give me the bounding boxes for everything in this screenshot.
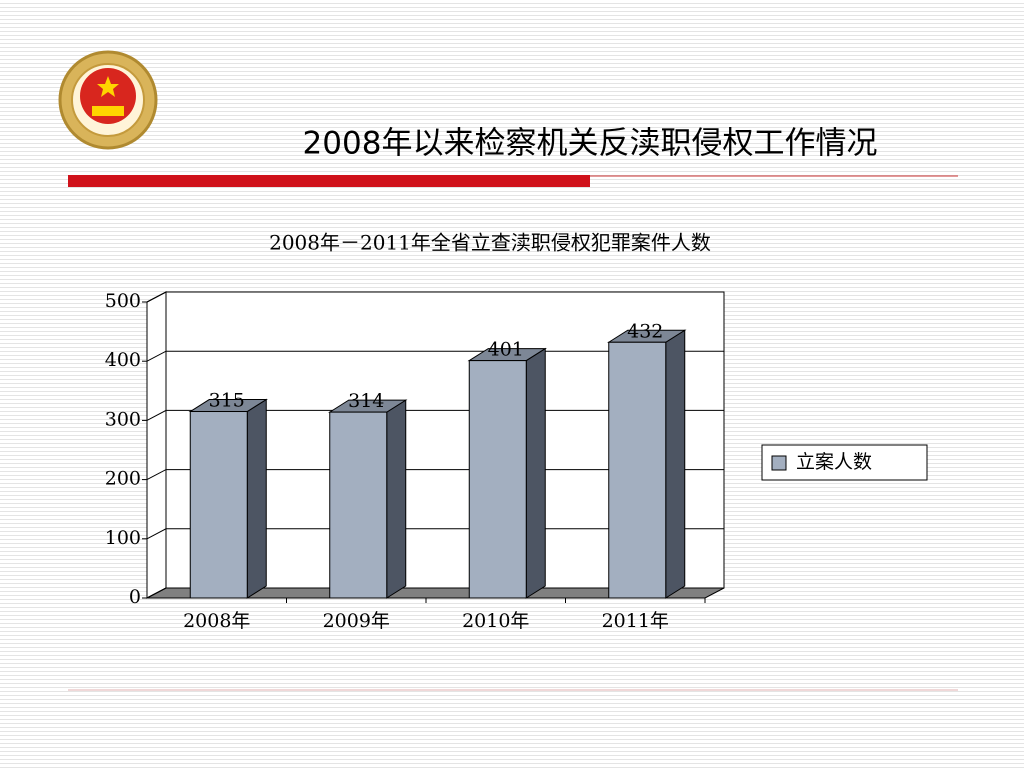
bar-side bbox=[665, 329, 686, 599]
data-label: 401 bbox=[488, 339, 524, 361]
slide-title: 2008年以来检察机关反渎职侵权工作情况 bbox=[303, 126, 878, 162]
chart: 0 100 200 300 400 500 2008年 2009年 2010年 2011年 315 3… bbox=[105, 290, 928, 632]
data-label: 315 bbox=[209, 390, 245, 412]
data-label: 314 bbox=[348, 390, 384, 412]
legend-swatch bbox=[771, 455, 787, 471]
bar bbox=[329, 411, 388, 599]
grid-line bbox=[146, 291, 724, 303]
x-tick-label: 2009年 bbox=[323, 610, 390, 632]
legend-box bbox=[761, 444, 928, 481]
bar bbox=[468, 360, 527, 599]
bar-side bbox=[246, 398, 267, 599]
x-tick-label: 2011年 bbox=[602, 610, 669, 632]
y-tick-label: 300 bbox=[105, 408, 141, 430]
data-label: 432 bbox=[627, 320, 663, 342]
bar bbox=[189, 411, 248, 599]
legend-label: 立案人数 bbox=[796, 451, 872, 473]
y-tick-label: 400 bbox=[105, 349, 141, 371]
x-tick-label: 2008年 bbox=[183, 610, 250, 632]
y-tick-label: 500 bbox=[105, 290, 141, 312]
title-bar bbox=[68, 175, 590, 187]
bar bbox=[608, 341, 667, 599]
emblem bbox=[58, 50, 158, 150]
bar-side bbox=[525, 347, 546, 599]
bar-side bbox=[386, 399, 407, 599]
y-tick-label: 100 bbox=[105, 527, 141, 549]
side-wall bbox=[146, 291, 167, 599]
chart-title: 2008年－2011年全省立查渎职侵权犯罪案件人数 bbox=[269, 231, 711, 255]
x-tick-label: 2010年 bbox=[462, 610, 529, 632]
y-tick-label: 0 bbox=[129, 586, 141, 608]
y-tick-label: 200 bbox=[105, 468, 141, 490]
